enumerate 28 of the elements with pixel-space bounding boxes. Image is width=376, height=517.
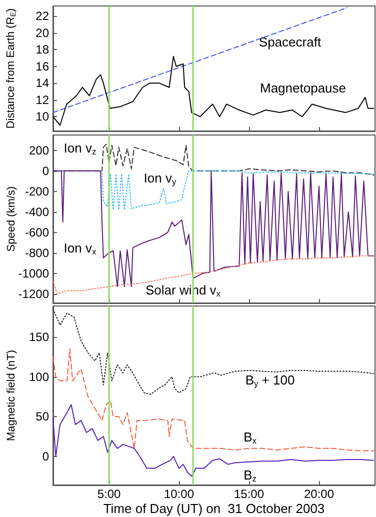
x-tick-label: 15:00 <box>234 487 264 501</box>
y-tick-label: -200 <box>24 184 50 198</box>
y-tick-label: 200 <box>28 143 50 158</box>
y-tick-label: 0 <box>42 164 50 178</box>
y-tick-label: 12 <box>36 92 50 107</box>
x-tick-label: 5:00 <box>97 487 121 501</box>
y-tick-label: 16 <box>36 59 50 74</box>
x-tick-label: 20:00 <box>304 487 334 501</box>
series-label: Spacecraft <box>258 34 322 50</box>
x-axis-title: Time of Day (UT) on 31 October 2003 <box>103 501 325 516</box>
series-label: Magnetopause <box>260 80 346 96</box>
y-tick-label: 0 <box>42 449 50 464</box>
y-tick-label: 18 <box>36 42 50 57</box>
y-tick-label: -800 <box>24 246 50 260</box>
y-tick-label: -1200 <box>18 286 50 301</box>
y-tick-label: -1000 <box>18 266 50 280</box>
y-tick-label: 150 <box>28 330 50 344</box>
y-tick-label: -400 <box>24 204 50 219</box>
x-tick-label: 10:00 <box>164 487 194 501</box>
y-axis-title: Magnetic field (nT) <box>6 350 18 442</box>
y-tick-label: 22 <box>36 9 50 24</box>
y-axis-title: Speed (km/s) <box>6 186 18 252</box>
y-tick-label: 50 <box>36 410 50 424</box>
y-tick-label: 100 <box>28 370 50 384</box>
y-tick-label: -600 <box>24 225 50 240</box>
y-tick-label: 14 <box>36 76 50 90</box>
y-tick-label: 10 <box>36 110 50 124</box>
y-tick-label: 20 <box>36 26 50 40</box>
